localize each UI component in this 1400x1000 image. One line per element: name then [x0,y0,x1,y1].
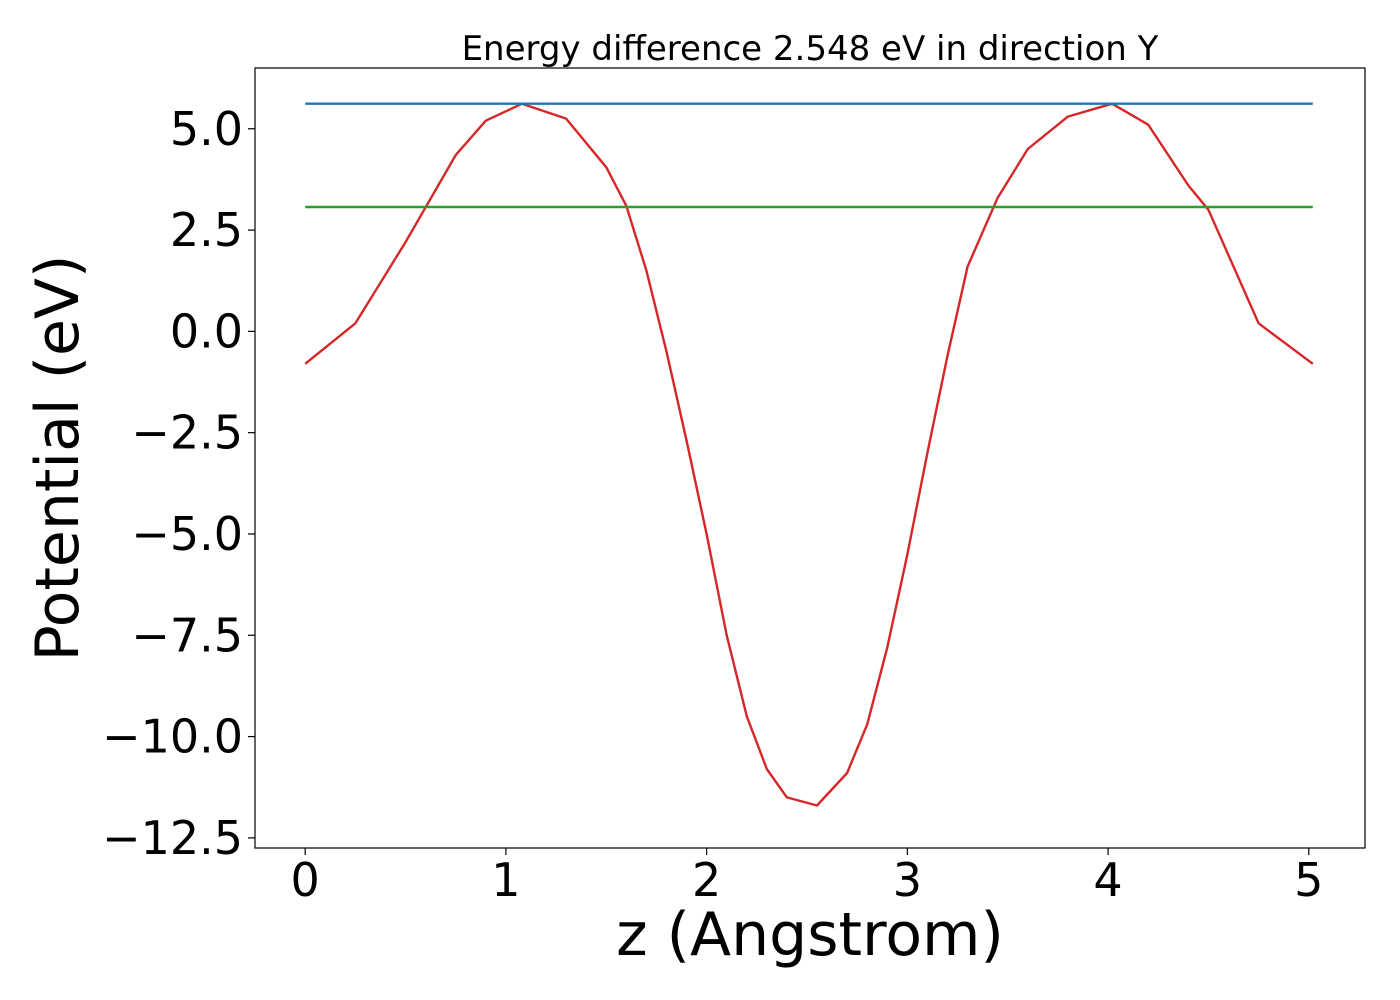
y-axis-label: Potential (eV) [23,255,93,662]
y-tick-label: −10.0 [102,710,243,764]
y-axis-ticks: 5.0 2.5 0.0 −2.5 −5.0 −7.5 −10.0 −12.5 [102,102,255,865]
x-axis-ticks: 0 1 2 3 4 5 [291,848,1323,907]
y-tick-label: −12.5 [102,811,243,865]
plot-area-frame [254,67,1366,849]
x-tick-label: 4 [1093,853,1122,907]
x-tick-label: 2 [692,853,721,907]
x-axis-label: z (Angstrom) [616,900,1004,970]
x-tick-label: 3 [893,853,922,907]
y-tick-label: 0.0 [170,304,243,358]
y-tick-label: 2.5 [170,203,243,257]
chart-title: Energy difference 2.548 eV in direction … [462,29,1159,69]
y-tick-label: 5.0 [170,102,243,156]
x-tick-label: 0 [291,853,320,907]
y-tick-label: −5.0 [131,507,243,561]
x-tick-label: 5 [1294,853,1323,907]
x-tick-label: 1 [491,853,520,907]
series-line-0 [304,102,1314,807]
y-tick-label: −7.5 [131,608,243,662]
y-tick-label: −2.5 [131,406,243,460]
series-layer [304,102,1314,807]
